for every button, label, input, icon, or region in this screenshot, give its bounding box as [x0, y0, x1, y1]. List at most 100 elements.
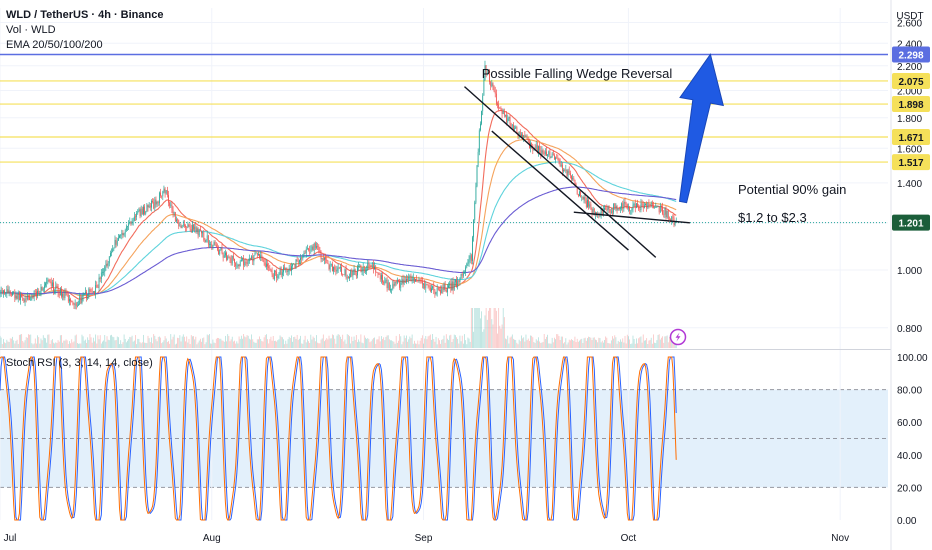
wedge-trendline[interactable]: [573, 211, 690, 224]
volume-bar: [450, 334, 452, 348]
candle-body: [616, 206, 618, 211]
candle-body: [336, 270, 338, 272]
candle-body: [283, 267, 284, 273]
candle-body: [276, 271, 278, 279]
volume-bar: [385, 336, 387, 348]
candle-body: [46, 281, 48, 284]
volume-bar: [508, 343, 510, 348]
volume-bar: [144, 342, 145, 348]
volume-bar: [252, 339, 254, 348]
volume-label[interactable]: Vol · WLD: [6, 24, 56, 36]
volume-bar: [465, 340, 467, 348]
candle-body: [638, 207, 640, 210]
candle-body: [106, 263, 108, 266]
volume-bar: [544, 338, 546, 348]
candle-body: [294, 264, 296, 268]
candle-body: [318, 246, 320, 250]
candle-body: [1, 290, 3, 294]
level-badge-text: 1.517: [898, 158, 923, 169]
candle-body: [198, 228, 200, 236]
candle-body: [605, 208, 607, 209]
volume-bar: [16, 339, 18, 348]
volume-bar: [86, 342, 87, 348]
candle-body: [305, 248, 307, 254]
volume-bar: [616, 343, 618, 348]
candle-body: [20, 294, 21, 301]
candle-body: [360, 265, 362, 272]
candle-body: [220, 247, 222, 250]
candle-body: [437, 287, 439, 290]
candle-body: [387, 282, 389, 289]
candle-body: [365, 270, 366, 272]
volume-bar: [194, 339, 196, 348]
wedge-trendline[interactable]: [464, 86, 657, 258]
volume-bar: [598, 337, 600, 348]
candle-body: [665, 207, 667, 218]
volume-bar: [349, 336, 350, 348]
candle-body: [15, 295, 17, 299]
candle-body: [475, 186, 477, 203]
volume-bar: [424, 338, 426, 348]
candle-body: [228, 256, 230, 258]
volume-bar: [128, 339, 130, 348]
volume-bar: [623, 342, 625, 348]
volume-bar: [395, 335, 397, 348]
volume-bar: [476, 308, 478, 348]
volume-bar: [157, 336, 159, 348]
volume-bar: [674, 342, 676, 348]
candle-body: [231, 255, 233, 264]
volume-bar: [127, 340, 128, 348]
volume-bar: [536, 340, 538, 348]
volume-bar: [210, 343, 212, 348]
volume-bar: [270, 336, 272, 348]
price-tick-label: 1.600: [897, 144, 922, 155]
volume-bar: [593, 337, 595, 348]
candle-body: [600, 208, 602, 215]
volume-bar: [599, 338, 601, 348]
candle-body: [593, 208, 595, 216]
candle-body: [53, 282, 54, 292]
level-badge: [892, 96, 930, 113]
candle-body: [267, 263, 268, 267]
candle-body: [96, 284, 98, 288]
volume-bar: [202, 338, 204, 348]
volume-bar: [532, 337, 534, 348]
rsi-tick-label: 100.00: [897, 353, 928, 364]
candle-body: [285, 267, 287, 269]
symbol-title[interactable]: WLD / TetherUS · 4h · Binance: [6, 9, 164, 21]
candle-body: [48, 279, 50, 281]
volume-bar: [499, 325, 501, 348]
volume-bar: [332, 334, 333, 348]
ema-label[interactable]: EMA 20/50/100/200: [6, 39, 103, 51]
candle-body: [299, 260, 300, 263]
candle-body: [450, 283, 452, 291]
target-arrow[interactable]: [678, 53, 724, 204]
wedge-trendline[interactable]: [491, 130, 629, 251]
candle-body: [522, 134, 523, 139]
candle-body: [439, 289, 440, 291]
volume-bar: [354, 339, 356, 348]
candle-body: [260, 255, 262, 258]
volume-bar: [506, 339, 508, 348]
stoch-rsi-label[interactable]: Stoch RSI (3, 3, 14, 14, close): [6, 357, 153, 369]
volume-bar: [94, 341, 95, 348]
volume-bar: [281, 337, 283, 348]
volume-bar: [294, 336, 296, 348]
lightning-icon[interactable]: [669, 328, 687, 346]
candle-body: [166, 190, 168, 196]
volume-bar: [343, 341, 345, 348]
candle-body: [646, 203, 648, 208]
volume-bar: [291, 335, 292, 348]
candle-body: [225, 252, 226, 256]
candle-body: [500, 108, 502, 110]
candle-body: [569, 173, 571, 176]
candle-body: [418, 280, 420, 282]
candle-body: [444, 284, 446, 290]
volume-bar: [470, 308, 472, 348]
candle-body: [275, 270, 276, 272]
volume-bar: [174, 344, 176, 348]
candle-body: [502, 111, 504, 114]
volume-bar: [36, 343, 37, 348]
candle-body: [222, 252, 224, 258]
